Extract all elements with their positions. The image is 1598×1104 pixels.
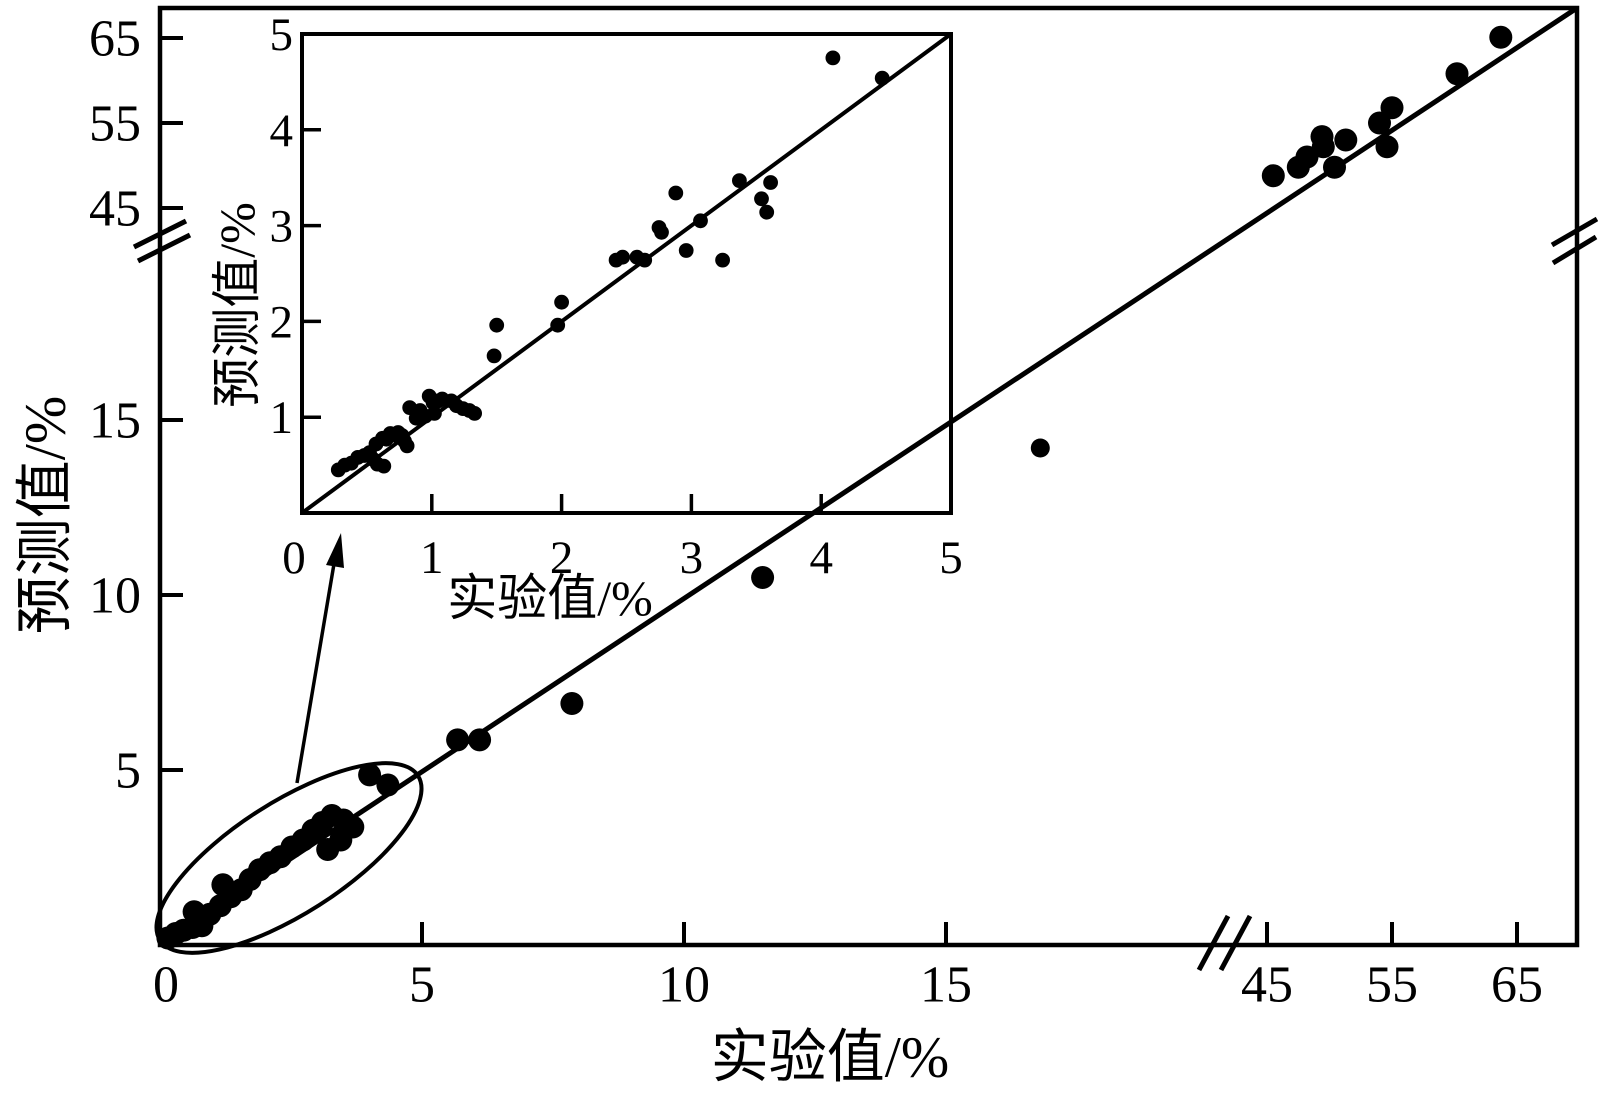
main-plot-border: [157, 5, 1580, 948]
inset-x-tick-label: 2: [550, 532, 574, 584]
x-tick-label: 5: [409, 957, 435, 1014]
inset-data-point: [715, 252, 730, 268]
data-point: [446, 728, 470, 752]
inset-identity-line: [300, 32, 953, 515]
inset-y-tick-label: 3: [270, 201, 294, 253]
data-point: [1380, 96, 1404, 120]
y-tick-label: 65: [89, 11, 141, 68]
x-tick-label: 45: [1241, 957, 1293, 1014]
data-point: [1445, 62, 1469, 86]
inset-data-point: [668, 185, 684, 201]
inset-data-point: [427, 406, 442, 421]
inset-x-tick-label: 4: [809, 532, 833, 584]
inset-plot: 0 1 2 3 4 5 1 2 3 4 5 实验值/% 预测值/%: [209, 9, 963, 626]
x-tick-label: 15: [920, 957, 972, 1014]
y-tick-label: 15: [89, 393, 141, 450]
inset-data-point: [376, 458, 392, 474]
data-point: [1489, 25, 1513, 49]
data-point: [1368, 111, 1391, 135]
inset-data-point: [678, 243, 694, 258]
axis-break-slash: [1550, 216, 1598, 248]
inset-y-tick-label: 2: [270, 296, 294, 348]
x-tick-label: 10: [658, 957, 710, 1014]
inset-y-tick-label: 5: [270, 9, 294, 61]
inset-data-point: [637, 252, 653, 268]
inset-x-tick-label: 3: [680, 532, 704, 584]
inset-data-point: [754, 191, 769, 207]
inset-data-point: [763, 175, 778, 190]
inset-x-tick-label: 1: [420, 532, 444, 584]
inset-x-tick-label: 5: [939, 532, 963, 584]
data-point: [560, 692, 584, 715]
inset-data-point: [467, 406, 482, 421]
x-tick-label: 0: [153, 957, 179, 1014]
inset-data-point: [693, 213, 708, 229]
inset-x-axis-title: 实验值/%: [447, 570, 653, 626]
inset-data-point: [399, 438, 415, 454]
data-point: [751, 566, 775, 589]
y-tick-label: 5: [115, 743, 141, 800]
y-tick-label: 55: [89, 96, 141, 153]
inset-axis-tick-labels: 0 1 2 3 4 5 1 2 3 4 5: [270, 9, 963, 584]
inset-axis-ticks: [302, 128, 823, 513]
inset-data-point: [874, 70, 890, 86]
data-point: [316, 838, 340, 861]
y-tick-label: 45: [89, 181, 141, 238]
data-point: [468, 728, 492, 752]
x-tick-label: 65: [1491, 957, 1543, 1014]
data-point: [211, 873, 235, 897]
inset-y-tick-label: 1: [270, 392, 294, 444]
axis-break-slash: [1551, 234, 1598, 266]
data-point: [1334, 128, 1358, 152]
data-point: [1375, 135, 1399, 159]
axis-break-slash: [132, 218, 188, 250]
axis-break-marks: [132, 216, 1598, 972]
main-y-axis-title: 预测值/%: [13, 396, 78, 634]
inset-data-point: [550, 317, 566, 333]
inset-x-tick-label: 0: [282, 532, 306, 584]
annotation-arrow: [295, 533, 344, 784]
y-tick-label: 10: [89, 568, 141, 625]
data-point: [376, 773, 400, 797]
data-point: [1323, 155, 1346, 179]
main-identity-line: [158, 5, 1579, 948]
inset-data-point: [486, 348, 502, 364]
main-axis-ticks: [160, 36, 1519, 945]
inset-data-point: [825, 50, 841, 66]
inset-data-point: [489, 317, 505, 333]
inset-y-axis-title: 预测值/%: [209, 202, 265, 408]
data-point: [1261, 164, 1285, 188]
inset-plot-border: [300, 32, 953, 515]
main-x-axis-title: 实验值/%: [711, 1025, 949, 1090]
data-point: [358, 763, 382, 787]
data-point: [1311, 135, 1335, 159]
inset-data-point: [554, 294, 569, 310]
arrow-shaft: [295, 551, 338, 784]
inset-data-point: [654, 224, 669, 240]
x-tick-label: 55: [1366, 957, 1418, 1014]
axis-break-slash: [1218, 914, 1253, 972]
main-data-points: [156, 25, 1513, 950]
inset-data-point: [732, 173, 747, 189]
arrow-head-icon: [326, 533, 344, 568]
axis-break-slash: [136, 232, 192, 264]
inset-data-points: [330, 50, 890, 478]
axis-break-slash: [1196, 914, 1231, 972]
inset-data-point: [759, 204, 775, 220]
inset-data-point: [615, 249, 630, 265]
data-point: [1030, 438, 1050, 458]
inset-y-tick-label: 4: [270, 105, 294, 157]
